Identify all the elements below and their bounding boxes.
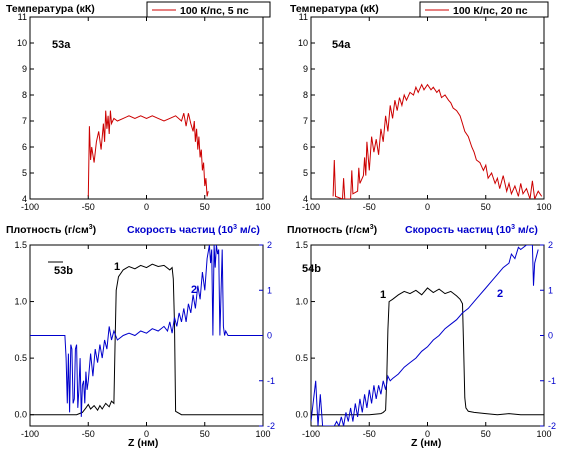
legend-label-54a: 100 К/пс, 20 пс	[453, 5, 528, 17]
x-tick-label-53b: 100	[255, 429, 270, 439]
y2-tick-label-54b: -2	[548, 421, 556, 431]
panel-54a: Температура (кК) 100 К/пс, 20 пс 54a -10…	[290, 1, 552, 212]
panel-53a: Температура (кК) 100 К/пс, 5 пс 53a -100…	[6, 1, 271, 212]
density-ylabel-54b: Плотность (г/см3)	[287, 224, 377, 236]
curve-label-1-54b: 1	[380, 289, 386, 301]
y-tick-label-54a: 11	[299, 12, 308, 22]
x-tick-label-54a: 50	[481, 202, 491, 212]
series-line-53a-1	[87, 110, 209, 197]
velocity-ylabel-54b: Скорость частиц (103 м/с)	[405, 224, 538, 236]
x-tick-label-53b: 50	[200, 429, 210, 439]
x-tick-label-53b: 0	[144, 429, 149, 439]
x-tick-label-54b: -50	[363, 429, 376, 439]
y-tick-label-54b: 0.5	[295, 353, 308, 363]
legend-54a: 100 К/пс, 20 пс	[419, 1, 549, 18]
temp-ylabel-53a: Температура (кК)	[6, 3, 95, 15]
y-tick-label-54a: 8	[303, 90, 308, 100]
y-tick-label-53b: 1.0	[14, 297, 27, 307]
y-tick-label-53b: 1.5	[14, 240, 27, 250]
series-line-53b-1	[30, 263, 263, 416]
x-tick-label-53a: -50	[82, 202, 95, 212]
y-tick-label-54a: 9	[303, 64, 308, 74]
y-tick-label-53b: 0.5	[14, 353, 27, 363]
y-tick-label-54b: 1.0	[295, 297, 308, 307]
curve-label-2-54b: 2	[497, 288, 503, 300]
panel-label-54a: 54a	[332, 39, 351, 51]
y-tick-label-53a: 8	[22, 90, 27, 100]
y-tick-label-53a: 10	[17, 38, 27, 48]
x-tick-label-53a: 100	[255, 202, 270, 212]
series-line-54b-2	[311, 245, 539, 426]
x-tick-label-54a: -100	[302, 202, 320, 212]
x-tick-label-53b: -100	[21, 429, 39, 439]
legend-label-53a: 100 К/пс, 5 пс	[180, 5, 249, 17]
panel-label-53b: 53b	[54, 265, 73, 277]
x-tick-label-54b: 0	[425, 429, 430, 439]
y2-tick-label-54b: 1	[548, 285, 553, 295]
panel-53b: Плотность (г/см3) Скорость частиц (103 м…	[6, 224, 275, 449]
x-tick-label-53a: -100	[21, 202, 39, 212]
panel-54b: Плотность (г/см3) Скорость частиц (103 м…	[287, 224, 556, 449]
y-tick-label-54b: 1.5	[295, 240, 308, 250]
y-tick-label-53a: 5	[22, 168, 27, 178]
y-tick-label-53a: 4	[22, 194, 27, 204]
velocity-ylabel-53b: Скорость частиц (103 м/с)	[127, 224, 260, 236]
y-tick-label-53a: 9	[22, 64, 27, 74]
x-tick-label-54b: -100	[302, 429, 320, 439]
x-tick-label-54a: 100	[536, 202, 551, 212]
y2-tick-label-54b: -1	[548, 376, 556, 386]
legend-53a: 100 К/пс, 5 пс	[146, 1, 271, 18]
y2-tick-label-53b: 1	[267, 285, 272, 295]
y-tick-label-54a: 4	[303, 194, 308, 204]
curve-label-2-53b: 2	[191, 284, 197, 296]
x-tick-label-53a: 50	[200, 202, 210, 212]
panel-label-54b: 54b	[302, 263, 321, 275]
y2-tick-label-54b: 0	[548, 331, 553, 341]
y-tick-label-54a: 5	[303, 168, 308, 178]
y-tick-label-53a: 6	[22, 142, 27, 152]
y-tick-label-54a: 6	[303, 142, 308, 152]
y-tick-label-53b: 0.0	[14, 410, 27, 420]
curve-label-1-53b: 1	[114, 261, 120, 273]
y-tick-label-54a: 10	[298, 38, 308, 48]
series-line-53b-2	[30, 245, 263, 417]
panel-label-53a: 53a	[52, 39, 71, 51]
x-tick-label-54a: 0	[425, 202, 430, 212]
y-tick-label-53a: 7	[22, 116, 27, 126]
temp-ylabel-54a: Температура (кК)	[290, 3, 379, 15]
y-tick-label-54a: 7	[303, 116, 308, 126]
x-tick-label-54b: 50	[481, 429, 491, 439]
y-tick-label-54b: 0.0	[295, 410, 308, 420]
y-tick-label-53a: 11	[18, 12, 27, 22]
xlabel-54b: Z (нм)	[411, 437, 441, 449]
y2-tick-label-53b: -1	[267, 376, 275, 386]
series-line-54b-1	[311, 287, 544, 416]
x-tick-label-54b: 100	[536, 429, 551, 439]
x-tick-label-54a: -50	[363, 202, 376, 212]
x-tick-label-53b: -50	[82, 429, 95, 439]
x-tick-label-53a: 0	[144, 202, 149, 212]
density-ylabel-53b: Плотность (г/см3)	[6, 224, 96, 236]
y2-tick-label-53b: -2	[267, 421, 275, 431]
xlabel-53b: Z (нм)	[128, 437, 158, 449]
y2-tick-label-53b: 0	[267, 331, 272, 341]
y2-tick-label-54b: 2	[548, 240, 553, 250]
y2-tick-label-53b: 2	[267, 240, 272, 250]
series-line-54a-1	[332, 83, 543, 199]
